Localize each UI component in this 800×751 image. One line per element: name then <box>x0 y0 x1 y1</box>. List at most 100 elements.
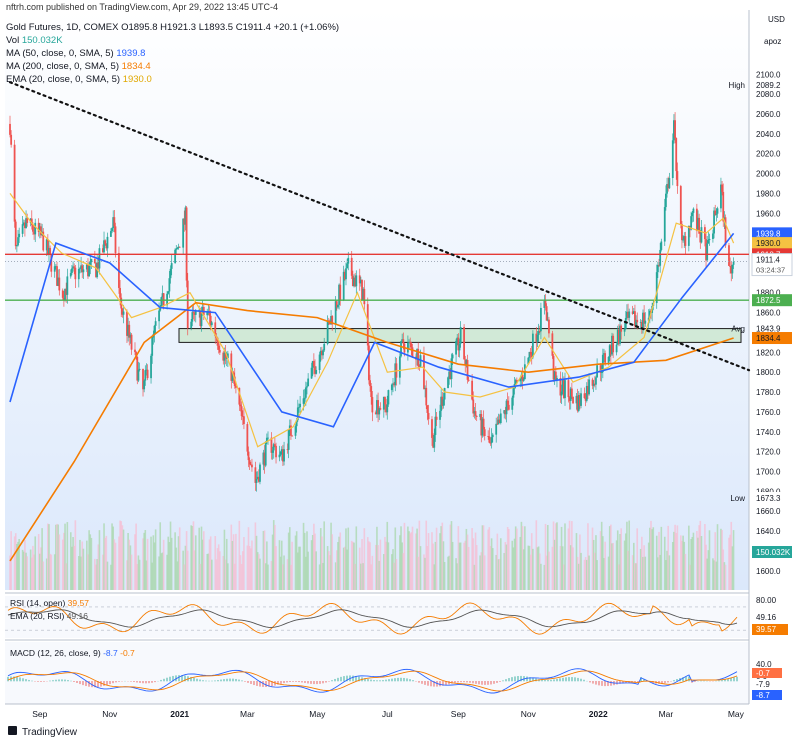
candle-body <box>508 405 510 410</box>
macd-histogram-bar <box>508 678 510 681</box>
price-tick-label: 1600.0 <box>756 567 781 576</box>
macd-histogram-bar <box>394 678 396 681</box>
macd-histogram-bar <box>400 678 402 682</box>
macd-histogram-bar <box>61 679 63 681</box>
vol-legend[interactable]: Vol 150.032K <box>6 35 63 46</box>
high-price-tag: 2089.2 <box>756 81 781 90</box>
macd-histogram-bar <box>397 678 399 681</box>
macd-histogram-bar <box>421 681 423 684</box>
volume-bar <box>364 528 366 590</box>
ema20-legend[interactable]: EMA (20, close, 0, SMA, 5) 1930.0 <box>6 74 152 85</box>
macd-histogram-bar <box>136 681 138 682</box>
candle-body <box>580 393 582 406</box>
macd-histogram-bar <box>43 681 45 682</box>
macd-histogram-bar <box>721 680 723 681</box>
macd-histogram-bar <box>580 679 582 682</box>
macd-histogram-bar <box>472 681 474 683</box>
candle-body <box>22 224 24 234</box>
candle-body <box>295 426 297 436</box>
volume-bar <box>195 535 197 590</box>
candle-body <box>131 335 133 350</box>
volume-bar <box>331 534 333 590</box>
macd-histogram-bar <box>388 679 390 681</box>
ma200-legend-label: MA (200, close, 0, SMA, 5) <box>6 61 119 72</box>
ma50-legend[interactable]: MA (50, close, 0, SMA, 5) 1939.8 <box>6 48 145 59</box>
last-price-tag: 1911.4 <box>756 256 780 265</box>
candle-body <box>540 308 542 331</box>
candle-body <box>391 385 393 391</box>
candle-body <box>290 425 292 435</box>
candle-body <box>693 209 695 213</box>
volume-bar <box>267 565 269 590</box>
candle-body <box>545 301 547 306</box>
macd-histogram-bar <box>25 679 27 681</box>
candle-body <box>179 247 181 248</box>
macd-histogram-bar <box>151 681 153 683</box>
candle-body <box>425 388 427 405</box>
volume-bar <box>693 533 695 590</box>
volume-bar <box>412 527 414 590</box>
macd-histogram-bar <box>49 681 51 682</box>
symbol-line[interactable]: Gold Futures, 1D, COMEX O1895.8 H1921.3 … <box>6 22 339 33</box>
ma200-legend[interactable]: MA (200, close, 0, SMA, 5) 1834.4 <box>6 61 151 72</box>
macd-histogram-bar <box>250 681 252 684</box>
macd-histogram-bar <box>139 681 141 683</box>
candle-body <box>113 217 115 226</box>
macd-histogram-bar <box>385 680 387 682</box>
macd-histogram-bar <box>664 681 666 683</box>
macd-histogram-bar <box>208 681 210 682</box>
price-tick-label: 2060.0 <box>756 110 781 119</box>
candle-body <box>532 334 534 358</box>
time-tick-label: Mar <box>659 709 674 719</box>
candle-body <box>147 370 149 378</box>
candle-body <box>150 356 152 378</box>
tradingview-logo-icon <box>8 726 17 735</box>
macd-histogram-bar <box>130 681 132 682</box>
candle-body <box>668 178 670 188</box>
candle-body <box>604 353 606 363</box>
macd-histogram-bar <box>439 681 441 686</box>
macd-histogram-bar <box>316 681 318 684</box>
macd-histogram-bar <box>517 676 519 681</box>
candle-body <box>218 346 220 350</box>
rsi-label[interactable]: RSI (14, open) 39.57 <box>10 598 89 608</box>
candle-body <box>717 208 719 213</box>
rsi-ema-tag: 49.16 <box>756 613 777 622</box>
candle-body <box>548 320 550 334</box>
macd-histogram-bar <box>490 681 492 684</box>
macd-histogram-bar <box>430 681 432 686</box>
avg-marker: Avg <box>731 325 745 334</box>
macd-histogram-bar <box>370 680 372 682</box>
volume-bar <box>299 547 301 590</box>
candle-body <box>191 312 193 322</box>
macd-histogram-bar <box>82 681 84 685</box>
volume-bar <box>444 562 446 590</box>
rsi-pane-bg <box>5 596 749 638</box>
candle-body <box>709 239 711 240</box>
volume-bar <box>524 526 526 590</box>
volume-bar <box>355 526 357 590</box>
price-tick-label: 1640.0 <box>756 527 781 536</box>
macd-histogram-bar <box>550 680 552 681</box>
tradingview-logo[interactable]: TradingView <box>8 726 78 738</box>
macd-histogram-bar <box>67 680 69 681</box>
candle-body <box>18 234 20 237</box>
macd-histogram-bar <box>52 680 54 681</box>
volume-bar <box>436 528 438 590</box>
candle-body <box>299 404 301 407</box>
candle-body <box>315 370 317 374</box>
macd-histogram-bar <box>412 680 414 681</box>
macd-histogram-bar <box>289 681 291 682</box>
macd-histogram-bar <box>475 681 477 684</box>
low-price-tag: 1673.3 <box>756 494 781 503</box>
rsi-ema-label[interactable]: EMA (20, RSI) 49.16 <box>10 611 88 621</box>
macd-histogram-bar <box>526 677 528 682</box>
macd-label[interactable]: MACD (12, 26, close, 9) -8.7 -0.7 <box>10 648 135 658</box>
macd-histogram-bar <box>223 679 225 681</box>
candle-body <box>571 389 573 397</box>
volume-bar <box>275 546 277 590</box>
macd-histogram-bar <box>283 681 285 683</box>
candle-body <box>119 288 121 298</box>
